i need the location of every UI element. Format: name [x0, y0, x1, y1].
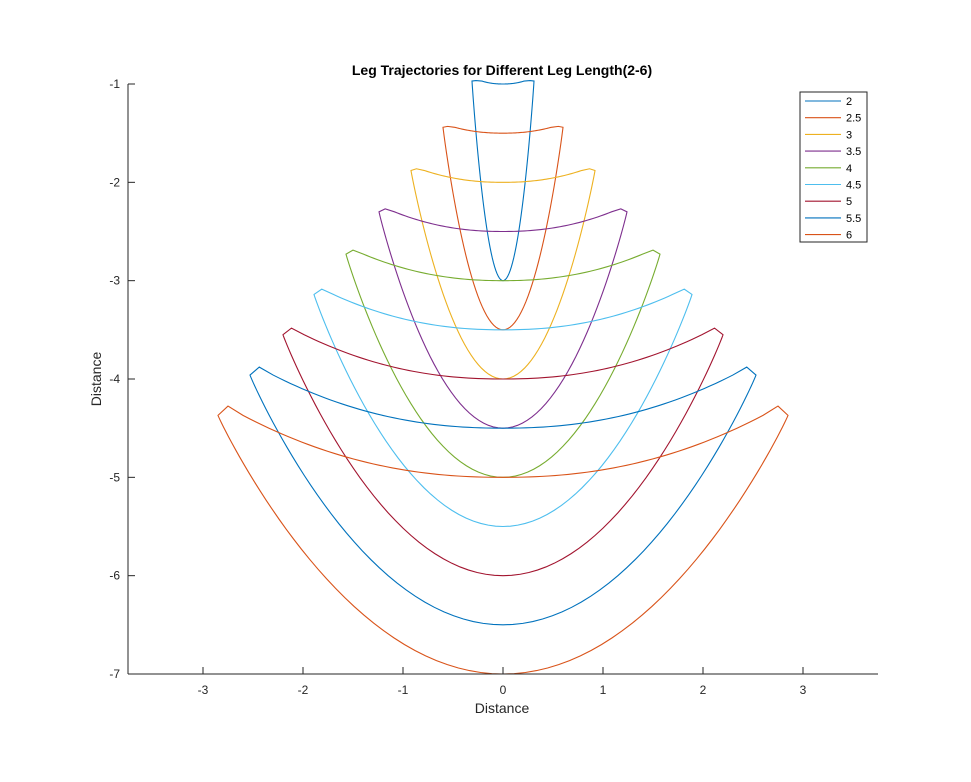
series-line-6 — [217, 405, 789, 675]
y-tick-label: -5 — [109, 470, 120, 484]
series-line-3 — [410, 168, 596, 380]
chart-title: Leg Trajectories for Different Leg Lengt… — [352, 62, 652, 78]
legend-label: 2 — [846, 96, 852, 108]
x-tick-label: -3 — [198, 683, 209, 697]
legend-label: 3.5 — [846, 146, 861, 158]
y-axis-label: Distance — [88, 352, 104, 407]
x-tick-label: 2 — [700, 683, 707, 697]
y-tick-label: -7 — [109, 667, 120, 681]
y-tick-label: -4 — [109, 372, 120, 386]
x-tick-label: -1 — [398, 683, 409, 697]
x-tick-label: 0 — [500, 683, 507, 697]
series-line-4 — [345, 249, 661, 478]
x-tick-label: 1 — [600, 683, 607, 697]
y-tick-label: -6 — [109, 569, 120, 583]
legend: 2 2.5 3 3.5 4 4.5 5 5.5 6 — [799, 91, 868, 243]
legend-box — [799, 91, 868, 243]
legend-label: 3 — [846, 129, 852, 141]
x-tick-label: -2 — [298, 683, 309, 697]
legend-label: 4 — [846, 163, 852, 175]
x-tick-label: 3 — [800, 683, 807, 697]
series-line-3.5 — [378, 208, 628, 429]
y-tick-label: -2 — [109, 175, 120, 189]
series-line-2.5 — [442, 125, 564, 331]
axes: -3 -2 -1 0 1 2 3 -1 -2 -3 -4 -5 -6 -7 — [109, 77, 878, 697]
series-line-4.5 — [313, 288, 693, 528]
legend-label: 6 — [846, 230, 852, 242]
legend-label: 4.5 — [846, 180, 861, 192]
series-line-2 — [471, 80, 535, 282]
series-line-5 — [282, 327, 724, 577]
plot-area — [217, 80, 789, 675]
legend-label: 5 — [846, 196, 852, 208]
series-line-5.5 — [249, 366, 757, 626]
legend-label: 2.5 — [846, 113, 861, 125]
x-axis-label: Distance — [475, 700, 530, 716]
y-tick-label: -3 — [109, 274, 120, 288]
legend-label: 5.5 — [846, 213, 861, 225]
y-tick-label: -1 — [109, 77, 120, 91]
